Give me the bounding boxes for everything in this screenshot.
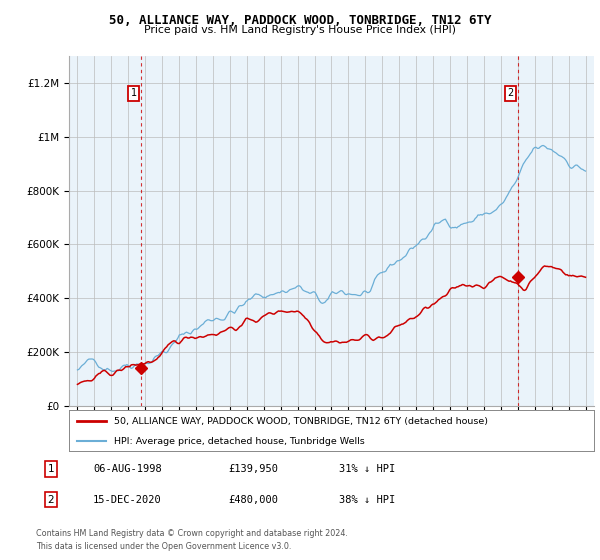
Text: £139,950: £139,950 [228,464,278,474]
Text: 38% ↓ HPI: 38% ↓ HPI [339,494,395,505]
Text: 1: 1 [131,88,137,99]
Text: Contains HM Land Registry data © Crown copyright and database right 2024.
This d: Contains HM Land Registry data © Crown c… [36,529,348,550]
Text: 06-AUG-1998: 06-AUG-1998 [93,464,162,474]
Text: 2: 2 [47,494,55,505]
Text: 15-DEC-2020: 15-DEC-2020 [93,494,162,505]
Text: 1: 1 [47,464,55,474]
Text: £480,000: £480,000 [228,494,278,505]
Text: Price paid vs. HM Land Registry's House Price Index (HPI): Price paid vs. HM Land Registry's House … [144,25,456,35]
Text: 31% ↓ HPI: 31% ↓ HPI [339,464,395,474]
Text: HPI: Average price, detached house, Tunbridge Wells: HPI: Average price, detached house, Tunb… [113,437,364,446]
Text: 50, ALLIANCE WAY, PADDOCK WOOD, TONBRIDGE, TN12 6TY (detached house): 50, ALLIANCE WAY, PADDOCK WOOD, TONBRIDG… [113,417,488,426]
Text: 2: 2 [508,88,514,99]
Text: 50, ALLIANCE WAY, PADDOCK WOOD, TONBRIDGE, TN12 6TY: 50, ALLIANCE WAY, PADDOCK WOOD, TONBRIDG… [109,14,491,27]
